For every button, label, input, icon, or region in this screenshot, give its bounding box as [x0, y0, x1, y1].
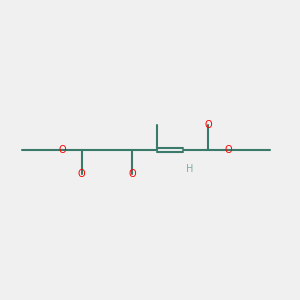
- Text: H: H: [186, 164, 194, 174]
- Text: O: O: [225, 145, 232, 155]
- Text: O: O: [204, 120, 212, 130]
- Text: O: O: [78, 169, 86, 179]
- Text: O: O: [128, 169, 136, 179]
- Text: O: O: [58, 145, 66, 155]
